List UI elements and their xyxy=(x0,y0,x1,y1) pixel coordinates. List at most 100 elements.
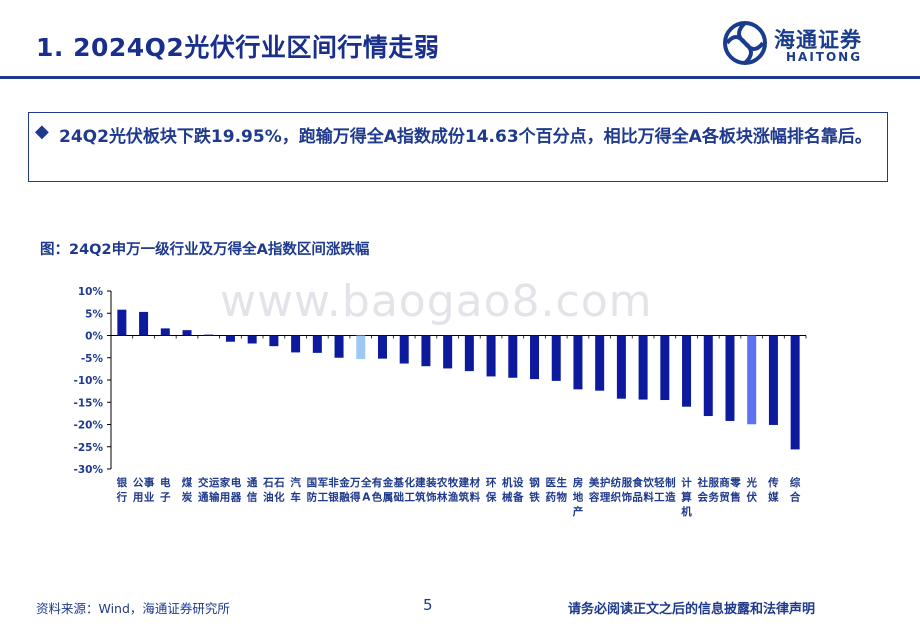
x-tick-label-char: 化 xyxy=(404,476,415,489)
x-tick-label-char: 织 xyxy=(611,491,622,504)
x-tick-label-char: 美 xyxy=(589,476,600,489)
bar-电子 xyxy=(160,328,170,336)
x-tick-label-char: 传 xyxy=(767,476,779,489)
x-tick-label-char: 煤 xyxy=(182,476,193,489)
x-tick-label-char: 贸 xyxy=(719,491,730,504)
x-tick-label-char: 医 xyxy=(545,477,556,489)
x-tick-label-char: 用 xyxy=(219,492,231,504)
bar-食品饮料 xyxy=(638,335,648,400)
bar-石油石化 xyxy=(269,335,279,347)
bar-chart: 10%5%0%-5%-10%-15%-20%-25%-30%银行公用事业电子煤炭… xyxy=(74,286,807,518)
x-tick-label-电子: 电子 xyxy=(160,476,171,504)
x-tick-label-char: 媒 xyxy=(767,491,779,504)
x-tick-label-char: 业 xyxy=(144,491,155,504)
bar-社会服务 xyxy=(703,335,713,417)
x-tick-label-char: 备 xyxy=(512,491,524,504)
x-tick-label-char: 房 xyxy=(573,476,584,489)
x-tick-label-char: 色 xyxy=(372,491,383,504)
bar-建筑材料 xyxy=(464,335,474,372)
footer-source: 资料来源：Wind，海通证券研究所 xyxy=(36,601,230,616)
bar-商贸零售 xyxy=(725,335,735,421)
bar-轻工制造 xyxy=(660,335,670,401)
x-tick-label-char: 农 xyxy=(436,476,448,489)
x-tick-label-char: 社 xyxy=(697,476,709,489)
title-divider xyxy=(0,76,920,79)
company-logo: 海通证券 HAITONG xyxy=(722,20,892,68)
bar-万得全A xyxy=(356,335,366,360)
x-tick-label-char: 公 xyxy=(133,477,144,489)
y-tick-label: -25% xyxy=(74,442,104,454)
x-tick-label-计算机: 计算机 xyxy=(681,476,692,518)
x-tick-label-char: 金 xyxy=(338,476,350,489)
x-tick-label-char: 金 xyxy=(382,476,394,489)
x-tick-label-char: 保 xyxy=(485,491,497,504)
logo-chinese-text: 海通证券 xyxy=(774,28,862,52)
x-tick-label-char: 筑 xyxy=(414,491,426,504)
x-tick-label-char: 地 xyxy=(573,491,584,504)
bar-非银金融 xyxy=(334,335,344,358)
x-tick-label-char: 轻 xyxy=(654,476,665,489)
bar-钢铁 xyxy=(530,335,540,380)
diamond-bullet-icon: ◆ xyxy=(35,121,49,142)
x-tick-label-char: 环 xyxy=(486,477,497,489)
y-tick-label: -15% xyxy=(74,397,104,409)
x-tick-label-char: 务 xyxy=(709,491,720,504)
x-tick-label-char: 服 xyxy=(622,477,633,489)
x-tick-label-char: 石 xyxy=(273,477,285,489)
x-tick-label-房地产: 房地产 xyxy=(573,476,584,518)
x-tick-label-char: 零 xyxy=(729,477,741,489)
x-tick-label-char: 综 xyxy=(790,476,801,489)
bar-汽车 xyxy=(291,335,301,353)
y-tick-label: -10% xyxy=(74,375,104,387)
x-tick-label-传媒: 传媒 xyxy=(767,476,779,504)
x-tick-label-银行: 银行 xyxy=(116,476,128,504)
summary-box: ◆ 24Q2光伏板块下跌19.95%，跑输万得全A指数成份14.63个百分点，相… xyxy=(28,112,888,182)
x-tick-label-char: 食 xyxy=(631,476,643,489)
bar-公用事业 xyxy=(139,311,149,336)
x-tick-label-char: 制 xyxy=(665,476,676,489)
x-tick-label-char: 工 xyxy=(654,492,665,504)
bar-煤炭 xyxy=(182,330,192,336)
x-tick-label-char: 用 xyxy=(132,492,144,504)
x-tick-label-char: 会 xyxy=(698,491,709,504)
x-tick-label-char: 机 xyxy=(681,505,692,518)
x-tick-label-char: 筑 xyxy=(458,491,470,504)
x-tick-label-char: 军 xyxy=(318,477,329,489)
bar-交通运输 xyxy=(204,334,214,336)
x-tick-label-char: 通 xyxy=(247,477,258,489)
bar-国防军工 xyxy=(312,335,322,353)
x-tick-label-char: 伏 xyxy=(746,491,757,504)
bar-建筑装饰 xyxy=(421,335,431,367)
x-tick-label-char: 饰 xyxy=(622,491,633,504)
x-tick-label-char: 铁 xyxy=(529,491,540,504)
x-tick-label-char: 护 xyxy=(600,476,611,489)
x-tick-label-char: 机 xyxy=(502,476,513,489)
bar-计算机 xyxy=(682,335,692,407)
x-tick-label-char: 家 xyxy=(220,476,231,489)
y-tick-label: -20% xyxy=(74,420,104,432)
page-title: 1. 2024Q2光伏行业区间行情走弱 xyxy=(36,33,440,62)
x-tick-label-char: 物 xyxy=(556,491,567,504)
y-tick-label: -30% xyxy=(74,464,104,476)
x-tick-label-char: 渔 xyxy=(448,491,459,504)
bar-环保 xyxy=(486,335,496,377)
y-tick-label: 5% xyxy=(85,308,103,320)
x-tick-label-char: 事 xyxy=(144,476,155,489)
x-tick-label-char: 防 xyxy=(307,491,318,504)
x-tick-label-char: 化 xyxy=(274,491,285,504)
x-tick-label-char: 料 xyxy=(470,491,481,504)
x-tick-label-char: 电 xyxy=(231,476,242,489)
x-tick-label-char: 电 xyxy=(160,476,171,489)
x-tick-label-char: 油 xyxy=(263,491,274,504)
